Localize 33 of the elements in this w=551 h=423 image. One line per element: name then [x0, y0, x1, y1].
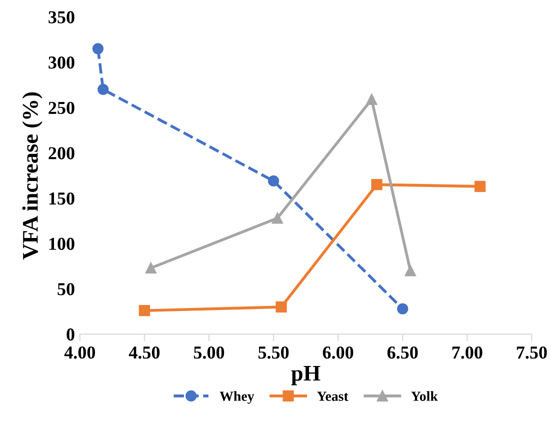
y-tick-label: 100 [49, 238, 74, 250]
x-tick-label: 7.50 [516, 346, 547, 359]
x-tick-label: 4.50 [128, 346, 160, 359]
point [397, 303, 408, 314]
point [366, 94, 378, 105]
y-tick-label: 300 [48, 56, 74, 69]
y-tick-label: 150 [49, 192, 74, 205]
point [92, 43, 104, 54]
y-axis-title: VFA increase (%) [22, 92, 42, 260]
y-tick-label: 50 [58, 283, 74, 296]
point [268, 175, 280, 187]
legend-label: Whey [220, 391, 254, 404]
point [138, 305, 150, 316]
y-tick-label: 0 [66, 328, 74, 341]
point [404, 265, 416, 276]
point [272, 212, 283, 224]
point [474, 180, 486, 192]
y-tick-label: 350 [48, 11, 74, 24]
legend-label: Yolk [411, 391, 438, 401]
point [276, 301, 287, 313]
point [98, 84, 109, 95]
x-tick-label: 7.00 [452, 346, 482, 359]
point [371, 179, 382, 190]
x-tick-label: 5.00 [194, 346, 224, 359]
y-tick-label: 250 [48, 102, 74, 114]
y-tick-label: 200 [48, 147, 74, 160]
legend-label: Yeast [317, 392, 348, 401]
x-tick-label: 5.50 [258, 346, 289, 359]
x-tick-label: 4.00 [64, 346, 96, 359]
x-axis-title: pH [291, 366, 320, 386]
x-tick-label: 6.00 [322, 346, 354, 359]
x-tick-label: 6.50 [387, 346, 418, 359]
point [145, 262, 156, 274]
